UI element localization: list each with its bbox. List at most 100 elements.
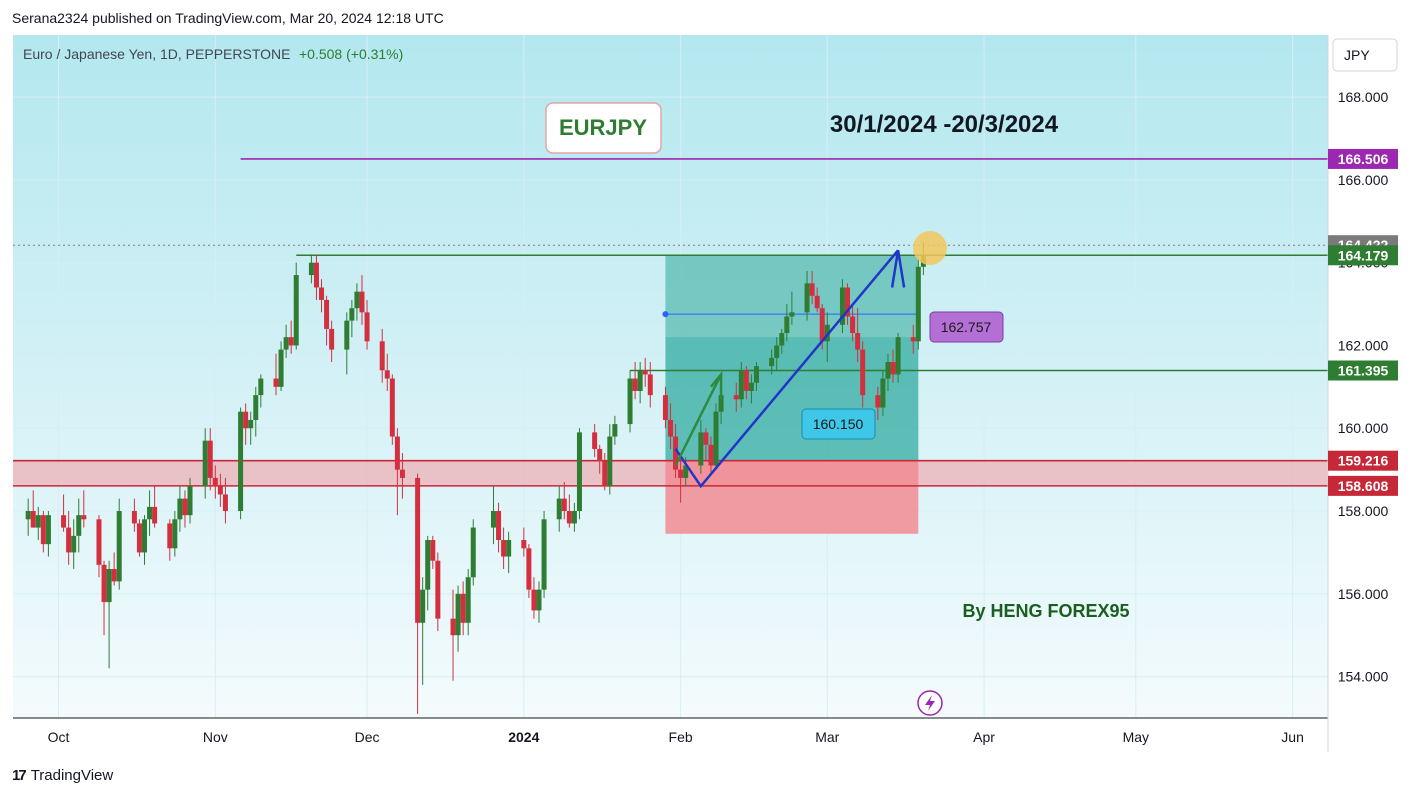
level-lines <box>13 158 1328 487</box>
candle-body <box>738 370 744 400</box>
candle-body <box>845 287 851 317</box>
currency-button-label: JPY <box>1344 47 1370 63</box>
candle-body <box>910 337 916 342</box>
candle-body <box>743 370 749 391</box>
candle-body <box>713 411 719 466</box>
time-tick-label: Dec <box>355 729 380 745</box>
price-tick-label: 158.000 <box>1338 503 1389 519</box>
candle-body <box>96 519 102 565</box>
candle-body <box>238 411 244 512</box>
pair-label-box: EURJPY <box>545 102 662 154</box>
candle-body <box>152 506 158 524</box>
currency-button[interactable]: JPY <box>1332 38 1398 72</box>
price-tick-label: 156.000 <box>1338 586 1389 602</box>
candle-body <box>536 589 542 611</box>
candle-body <box>136 523 142 553</box>
candle-body <box>819 308 825 342</box>
candle-body <box>30 511 36 528</box>
price-level-tag-label: 158.608 <box>1338 478 1389 494</box>
candle-body <box>207 440 213 478</box>
candle-body <box>683 465 689 478</box>
candle-body <box>425 540 431 590</box>
drawings <box>674 249 906 489</box>
candle-body <box>187 486 193 516</box>
candle-body <box>506 540 512 557</box>
price-axis[interactable]: 154.000156.000158.000160.000162.000164.0… <box>1338 89 1389 685</box>
candle-body <box>774 345 780 358</box>
candle-body <box>698 432 704 466</box>
price-label-mid-text: 162.757 <box>941 319 992 335</box>
candle-body <box>890 362 896 375</box>
price-level-tag <box>1328 148 1398 169</box>
price-level-tag <box>1328 360 1398 381</box>
price-level-tag-label: 164.179 <box>1338 247 1389 263</box>
price-tick-label: 154.000 <box>1338 669 1389 685</box>
impulse-path <box>674 249 900 489</box>
price-level-tag-label: 159.216 <box>1338 453 1389 469</box>
time-tick-label: 2024 <box>508 729 539 745</box>
candle-body <box>308 262 314 276</box>
time-axis[interactable]: Oct Nov Dec 2024 Feb Mar Apr May Jun <box>48 729 1304 745</box>
candle-body <box>142 519 147 553</box>
candle-body <box>496 511 502 541</box>
candle-body <box>804 283 810 313</box>
candle-body <box>394 436 400 470</box>
candle-body <box>460 593 466 623</box>
candle-body <box>895 337 901 375</box>
candle-body <box>556 498 562 520</box>
candle-body <box>612 424 618 437</box>
tradingview-logo[interactable]: 17 TradingView <box>12 767 113 784</box>
candle-body <box>415 477 421 623</box>
candle-body <box>435 560 441 619</box>
candle-body <box>668 419 673 437</box>
price-level-tag-label: 166.506 <box>1338 151 1389 167</box>
candle-body <box>389 378 395 437</box>
candle-body <box>561 498 567 512</box>
candle-body <box>597 448 603 462</box>
candle-body <box>106 568 112 603</box>
tradingview-brand: TradingView <box>30 767 114 784</box>
candle-body <box>253 395 259 420</box>
price-level-tag <box>1328 450 1398 471</box>
pair-label: EURJPY <box>559 115 647 140</box>
price-tick-label: 166.000 <box>1338 172 1389 188</box>
time-tick-label: Oct <box>48 729 70 745</box>
candle-body <box>379 341 385 371</box>
replay-icon[interactable] <box>917 690 943 716</box>
candle-body <box>222 494 228 512</box>
tradingview-logo-icon: 17 <box>12 767 27 784</box>
candle-body <box>319 287 325 300</box>
candle-body <box>733 395 739 400</box>
time-tick-label: Feb <box>669 729 693 745</box>
date-range-label: 30/1/2024 -20/3/2024 <box>830 111 1059 138</box>
candle-body <box>384 370 390 379</box>
candle-body <box>217 486 223 495</box>
candle-body <box>607 436 613 487</box>
candle-body <box>147 506 153 520</box>
candle-body <box>779 333 785 346</box>
candle-body <box>531 589 537 611</box>
candle-body <box>566 511 572 524</box>
candle-body <box>283 337 289 350</box>
candle-body <box>364 312 370 342</box>
candle-body <box>278 349 284 387</box>
candle-body <box>915 266 921 342</box>
risk-reward-zones <box>13 255 1328 534</box>
candle-body <box>718 395 724 412</box>
candle-body <box>81 515 87 520</box>
symbol-title: Euro / Japanese Yen, 1D, PEPPERSTONE <box>23 46 290 62</box>
price-change: +0.508 (+0.31%) <box>299 46 403 62</box>
candle-body <box>602 461 608 487</box>
candle-body <box>450 618 456 636</box>
candle-body <box>329 328 335 350</box>
candle-body <box>349 308 355 321</box>
price-tick-label: 168.000 <box>1338 89 1389 105</box>
candle-body <box>177 498 183 520</box>
price-tick-label: 160.000 <box>1338 420 1389 436</box>
candle-body <box>470 527 476 578</box>
candle-body <box>25 511 31 520</box>
candle-body <box>248 419 254 429</box>
candle-body <box>288 337 294 346</box>
